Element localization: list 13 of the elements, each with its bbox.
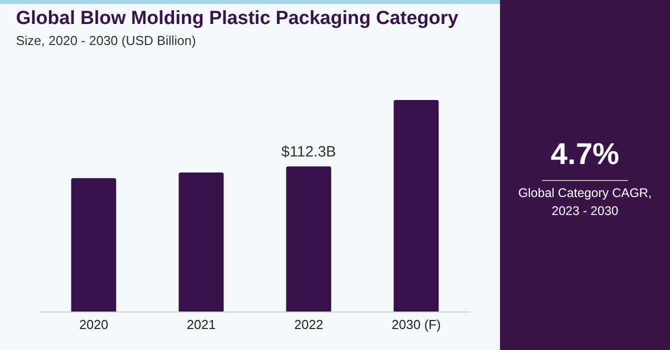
bar [71,178,116,312]
chart-title: Global Blow Molding Plastic Packaging Category [16,8,458,30]
x-tick-label: 2021 [186,317,216,332]
bar [286,166,332,312]
chart-subtitle: Size, 2020 - 2030 (USD Billion) [16,33,196,48]
data-label: $112.3B [281,143,336,160]
text: Global Category CAGR, 2023 - 2030 [517,185,653,220]
x-tick-label: 2022 [294,317,324,332]
text: 4.7% [550,138,620,172]
bar [394,100,439,312]
bar [178,172,224,312]
x-tick-label: 2020 [79,317,108,332]
x-tick-label: 2030 (F) [392,317,441,332]
